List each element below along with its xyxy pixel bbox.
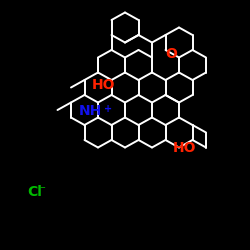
Text: HO: HO (173, 140, 197, 154)
Text: Cl: Cl (27, 186, 42, 200)
Text: HO: HO (92, 78, 116, 92)
Text: O: O (165, 47, 177, 61)
Text: NH: NH (78, 104, 102, 118)
Text: +: + (104, 104, 112, 115)
Text: ⁻: ⁻ (39, 186, 45, 196)
